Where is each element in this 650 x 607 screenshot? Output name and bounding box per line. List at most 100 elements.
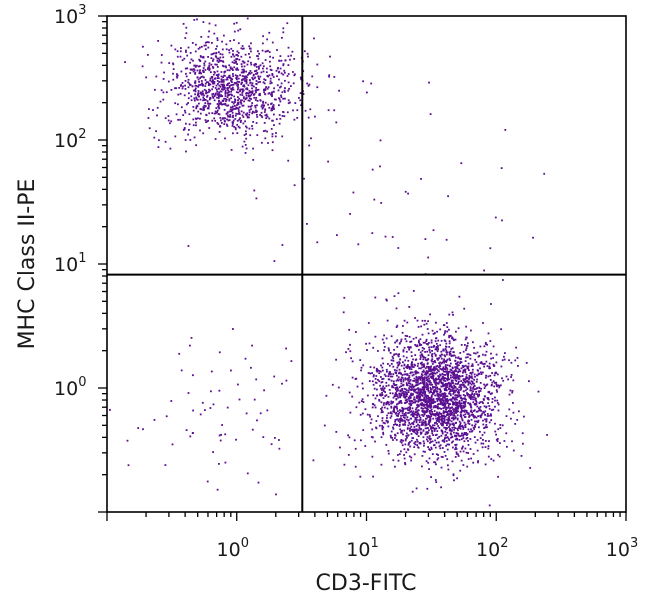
data-point (420, 433, 422, 435)
data-point (362, 387, 364, 390)
data-point (433, 369, 436, 372)
data-point (405, 356, 408, 359)
data-point (475, 420, 478, 423)
data-point (278, 78, 280, 81)
data-point (421, 349, 424, 352)
data-point (265, 86, 267, 88)
data-point (431, 355, 434, 358)
data-point (248, 99, 251, 102)
data-point (449, 412, 452, 415)
data-point (264, 88, 267, 90)
data-point (402, 380, 405, 383)
data-point (236, 104, 238, 106)
data-point (204, 41, 207, 44)
data-point (451, 406, 454, 409)
data-point (381, 338, 384, 341)
data-point (501, 424, 504, 427)
data-point (436, 394, 439, 397)
data-point (406, 373, 409, 376)
data-point (467, 380, 469, 383)
data-point (371, 232, 374, 234)
data-point (452, 314, 454, 316)
data-point (420, 325, 422, 328)
data-point (215, 74, 218, 76)
data-point (190, 95, 193, 98)
data-point (228, 110, 231, 113)
data-point (448, 328, 450, 331)
data-point (228, 98, 231, 101)
data-point (299, 92, 302, 94)
data-point (417, 400, 420, 403)
data-point (431, 440, 434, 443)
data-point (266, 409, 269, 412)
data-point (441, 402, 444, 405)
data-point (397, 247, 400, 249)
data-point (438, 375, 441, 378)
data-point (449, 432, 452, 435)
data-point (255, 97, 258, 99)
data-point (425, 460, 428, 463)
data-point (176, 76, 179, 79)
data-point (461, 426, 464, 428)
data-point (460, 357, 462, 360)
data-point (461, 419, 464, 422)
data-point (416, 440, 419, 443)
data-point (191, 42, 194, 44)
data-point (430, 426, 432, 428)
data-point (463, 410, 466, 413)
data-point (416, 395, 418, 397)
data-point (485, 405, 488, 408)
data-point (202, 70, 205, 72)
data-point (396, 432, 399, 435)
data-point (192, 70, 195, 73)
data-point (433, 444, 435, 447)
data-point (421, 353, 423, 356)
data-point (236, 50, 239, 53)
data-point (398, 353, 400, 356)
data-point (158, 139, 160, 142)
data-point (395, 414, 398, 417)
data-point (254, 63, 257, 65)
data-point (228, 49, 230, 51)
data-point (497, 453, 499, 456)
data-point (327, 109, 330, 112)
data-point (462, 445, 464, 448)
data-point (449, 365, 451, 368)
data-point (468, 412, 470, 415)
data-point (446, 411, 449, 413)
data-point (469, 387, 472, 389)
data-point (446, 395, 449, 398)
data-point (468, 394, 471, 396)
data-point (448, 384, 451, 387)
data-point (241, 65, 243, 68)
data-point (469, 448, 472, 450)
data-point (482, 423, 485, 426)
data-point (235, 61, 237, 64)
data-point (484, 341, 487, 344)
data-point (232, 88, 235, 91)
data-point (451, 400, 454, 403)
data-point (464, 447, 467, 450)
data-point (414, 370, 416, 373)
data-point (489, 374, 492, 377)
data-point (458, 295, 461, 298)
data-point (414, 364, 416, 367)
data-point (446, 443, 449, 446)
data-point (453, 428, 455, 431)
data-point (397, 420, 400, 422)
data-point (382, 431, 384, 434)
data-point (485, 418, 488, 421)
data-point (448, 357, 451, 360)
data-point (273, 260, 276, 262)
data-point (293, 58, 296, 60)
data-point (381, 366, 384, 369)
data-point (219, 125, 221, 127)
data-point (490, 458, 493, 460)
data-point (316, 63, 319, 66)
data-point (410, 400, 413, 402)
data-point (251, 92, 254, 94)
data-point (232, 75, 234, 77)
data-point (220, 119, 222, 122)
data-point (410, 404, 412, 406)
data-point (458, 357, 461, 360)
